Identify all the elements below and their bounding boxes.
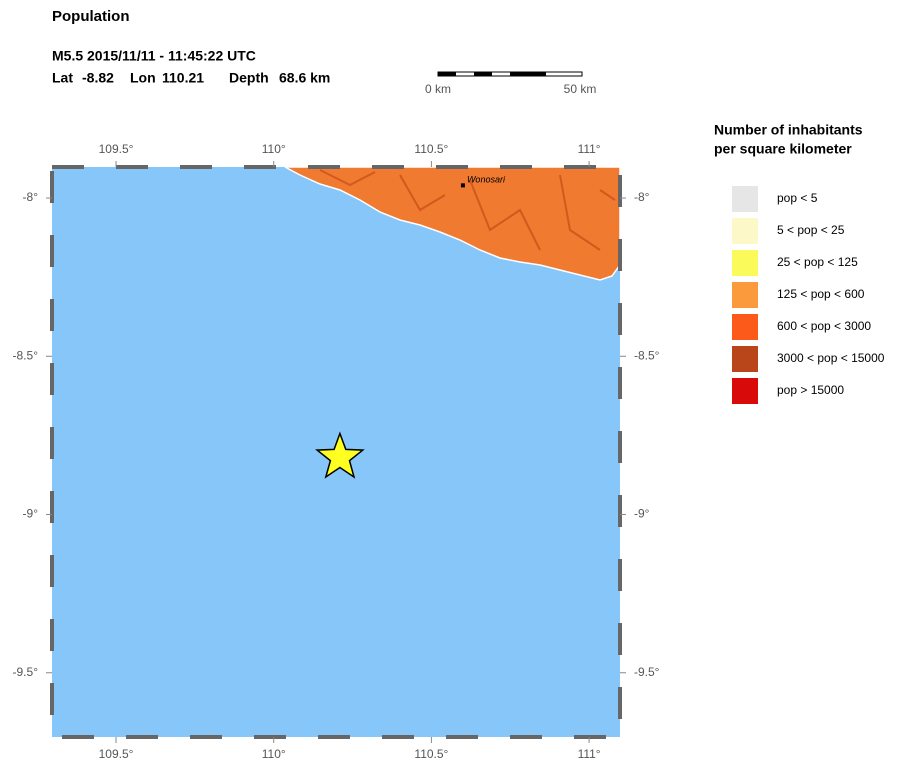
lon-label: 111° [578, 142, 601, 156]
lat-value: -8.82 [82, 70, 114, 86]
legend-swatch [732, 314, 758, 340]
lat-label: -9.5° [13, 665, 39, 679]
lat-label: -9° [23, 507, 39, 521]
lon-label: 110.5° [414, 142, 448, 156]
scale-bar: 0 km 50 km [425, 71, 597, 96]
scale-end: 50 km [564, 82, 597, 96]
lat-label: -8.5° [13, 348, 39, 362]
lat-label: -8° [634, 190, 650, 204]
epicenter [315, 431, 365, 479]
legend-swatch [732, 282, 758, 308]
event-info: M5.5 2015/11/11 - 11:45:22 UTC [52, 48, 256, 64]
legend-label: 3000 < pop < 15000 [777, 351, 885, 365]
legend-label: 125 < pop < 600 [777, 287, 865, 301]
lon-label: 109.5° [99, 142, 134, 156]
legend-swatch [732, 218, 758, 244]
land-texture [319, 169, 616, 251]
legend-label: 600 < pop < 3000 [777, 319, 871, 333]
lat-label: -9.5° [634, 665, 660, 679]
legend-label: pop > 15000 [777, 383, 844, 397]
map-frame [50, 165, 622, 739]
lon-label: 109.5° [99, 747, 134, 761]
lon-label: Lon [130, 70, 156, 86]
legend-title: per square kilometer [714, 141, 852, 157]
lon-label: 110° [262, 747, 286, 761]
land [284, 166, 621, 281]
depth-value: 68.6 km [279, 70, 330, 86]
title: Population [52, 8, 130, 25]
lon-label: 110° [262, 142, 286, 156]
place-label: Wonosari [467, 175, 506, 185]
legend-label: 25 < pop < 125 [777, 255, 858, 269]
legend-swatch [732, 250, 758, 276]
scale-start: 0 km [425, 82, 451, 96]
lon-label: 110.5° [414, 747, 448, 761]
lat-label: Lat [52, 70, 73, 86]
lon-label: 111° [578, 747, 601, 761]
legend-swatch [732, 186, 758, 212]
legend-swatch [732, 378, 758, 404]
place-marker [460, 183, 465, 188]
legend-title: Number of inhabitants [714, 122, 863, 138]
legend-label: pop < 5 [777, 191, 818, 205]
depth-label: Depth [229, 70, 269, 86]
lat-label: -9° [634, 507, 650, 521]
lat-label: -8.5° [634, 348, 660, 362]
lat-label: -8° [23, 190, 39, 204]
legend-label: 5 < pop < 25 [777, 223, 845, 237]
lon-value: 110.21 [162, 70, 204, 86]
legend-swatch [732, 346, 758, 372]
